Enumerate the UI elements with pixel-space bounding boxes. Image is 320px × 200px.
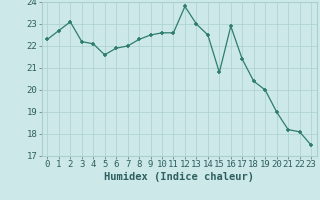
X-axis label: Humidex (Indice chaleur): Humidex (Indice chaleur) bbox=[104, 172, 254, 182]
